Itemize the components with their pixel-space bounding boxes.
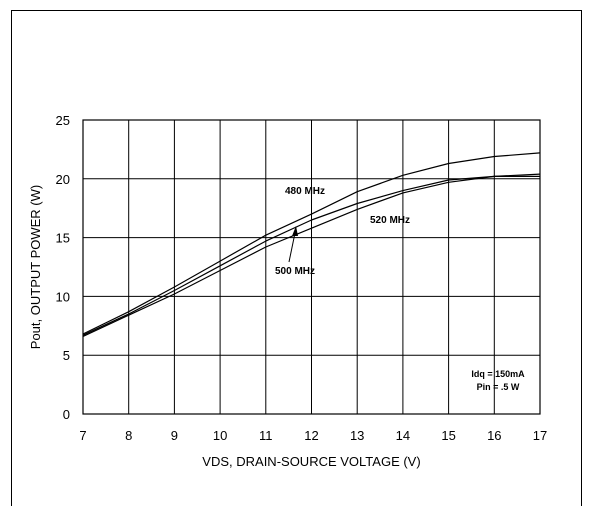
series-lines (82, 152, 541, 337)
arrow-shaft (288, 232, 296, 263)
x-tick-label: 12 (304, 428, 318, 443)
x-tick-label: 11 (259, 428, 273, 443)
x-tick-label: 7 (79, 428, 86, 443)
figure-frame (11, 10, 582, 506)
series-line-520mhz (82, 173, 541, 337)
series-500mhz-pointer-arrow (288, 226, 298, 263)
series-line-480mhz (82, 152, 541, 335)
annotation-idq: Idq = 150mA (471, 369, 525, 379)
tick-labels: 7 8 9 10 11 12 13 14 15 16 17 0 5 10 15 20 25 (56, 113, 548, 443)
x-tick-label: 17 (533, 428, 547, 443)
y-tick-label: 25 (56, 113, 70, 128)
y-tick-label: 0 (63, 407, 70, 422)
series-label-520mhz: 520 MHz (370, 215, 410, 226)
series-line-500mhz (82, 175, 540, 336)
y-tick-label: 10 (56, 289, 70, 304)
x-tick-label: 14 (396, 428, 410, 443)
annotation-pin: Pin = .5 W (477, 382, 520, 392)
arrow-head (292, 226, 298, 236)
x-tick-label: 10 (213, 428, 227, 443)
x-tick-label: 8 (125, 428, 132, 443)
x-axis-title: VDS, DRAIN-SOURCE VOLTAGE (V) (202, 454, 420, 469)
series-label-500mhz: 500 MHz (275, 266, 315, 277)
y-tick-label: 15 (56, 231, 70, 246)
series-label-480mhz: 480 MHz (285, 186, 325, 197)
x-tick-label: 15 (441, 428, 455, 443)
y-axis-title: Pout, OUTPUT POWER (W) (28, 185, 43, 349)
plot-area-border (82, 119, 541, 415)
y-tick-label: 5 (63, 348, 70, 363)
x-tick-label: 13 (350, 428, 364, 443)
x-tick-label: 9 (171, 428, 178, 443)
y-tick-label: 20 (56, 172, 70, 187)
x-tick-label: 16 (487, 428, 501, 443)
